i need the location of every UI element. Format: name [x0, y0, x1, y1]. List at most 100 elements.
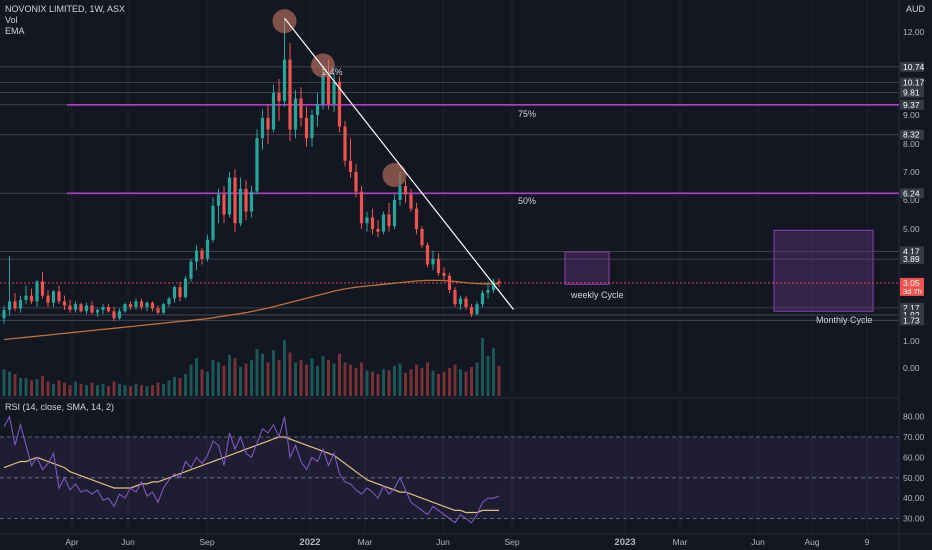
candle-body: [95, 309, 100, 313]
candle-body: [189, 261, 193, 279]
volume-bar: [189, 364, 193, 396]
candle-body: [57, 291, 61, 302]
pivot-marker-0: [272, 9, 297, 34]
volume-bar: [156, 382, 160, 396]
volume-bar: [123, 384, 127, 396]
volume-bar: [41, 375, 44, 396]
candle-body: [134, 301, 138, 307]
candle-body: [40, 281, 45, 296]
candle-body: [128, 304, 133, 307]
rsi-tick: 60.00: [903, 452, 925, 462]
volume-bar: [497, 365, 501, 396]
symbol-title: NOVONIX LIMITED, 1W, ASX: [5, 4, 126, 14]
volume-bar: [255, 349, 259, 396]
volume-bar: [354, 368, 358, 396]
volume-bar: [195, 358, 198, 396]
candle-body: [205, 239, 210, 259]
volume-bar: [162, 383, 165, 396]
candle-body: [480, 292, 485, 305]
candle-body: [150, 302, 155, 309]
candle-body: [156, 308, 160, 313]
volume-bar: [13, 373, 17, 396]
price-tick: 9.00: [903, 110, 920, 120]
candle-body: [112, 311, 116, 319]
candle-body: [167, 298, 171, 305]
volume-bar: [393, 365, 396, 396]
candle-body: [392, 200, 397, 227]
volume-bar: [74, 381, 77, 396]
candle-body: [403, 186, 408, 195]
candle-body: [216, 194, 221, 206]
volume-bar: [151, 384, 154, 396]
candle-body: [370, 217, 375, 229]
price-label: 1.73: [903, 315, 920, 325]
candle-body: [420, 229, 424, 246]
candle-body: [332, 81, 336, 104]
annotations: 2.4% 75% 50% weekly Cycle Monthly Cycle: [322, 67, 873, 325]
candle-body: [398, 186, 402, 200]
trendline-group[interactable]: [272, 9, 514, 310]
candle-body: [62, 301, 67, 306]
volume-bar: [228, 354, 231, 396]
rsi-lines: [3, 414, 500, 524]
candle-body: [161, 304, 166, 313]
rsi-tick: 40.00: [903, 493, 925, 503]
ema-indicator-label[interactable]: EMA: [5, 26, 25, 36]
rsi-tick: 50.00: [903, 473, 925, 483]
candle-body: [238, 188, 243, 224]
volume-bar: [145, 386, 149, 396]
price-tick: 6.00: [903, 195, 920, 205]
volume-bar: [464, 371, 468, 396]
volume-bar: [316, 365, 319, 396]
volume-bar: [283, 340, 286, 396]
volume-indicator-label[interactable]: Vol: [5, 15, 18, 25]
candle-body: [453, 290, 457, 305]
volume-bar: [382, 369, 385, 396]
volume-bar: [277, 360, 281, 396]
volume-bar: [118, 383, 121, 396]
fib-partial-label: 2.4%: [322, 67, 343, 77]
volume-bar: [299, 360, 303, 396]
volume-bar: [134, 383, 138, 396]
price-tick: 8.00: [903, 139, 920, 149]
price-label: 4.17: [903, 246, 920, 256]
volume-bar: [492, 347, 495, 396]
price-label-bg: [900, 77, 924, 88]
time-axis[interactable]: Apr Jun Sep 2022 Mar Jun Sep 2023 Mar Jun Aug 9: [65, 537, 869, 548]
candle-body: [84, 305, 89, 312]
candle-body: [211, 205, 215, 240]
time-tick: 2023: [614, 537, 635, 548]
volume-bar: [288, 352, 292, 396]
volume-bar: [173, 376, 176, 396]
candle-body: [13, 301, 17, 309]
volume-bar: [294, 362, 297, 396]
candle-body: [321, 76, 325, 104]
candle-body: [101, 307, 105, 310]
candlesticks: [2, 18, 501, 324]
rsi-indicator-label[interactable]: RSI (14, close, SMA, 14, 2): [5, 402, 115, 412]
rsi-tick: 80.00: [903, 412, 925, 422]
volume-bar: [420, 368, 424, 396]
price-label: 9.37: [903, 100, 920, 110]
candle-body: [304, 117, 309, 139]
candle-body: [409, 194, 413, 209]
volume-bar: [35, 379, 39, 396]
price-label: 8.32: [903, 130, 920, 140]
volume-bar: [112, 381, 116, 396]
price-label: 6.24: [903, 188, 920, 198]
volume-bar: [57, 380, 61, 396]
horizontal-levels[interactable]: [0, 66, 899, 321]
volume-bar: [387, 370, 391, 396]
cycle-boxes[interactable]: [564, 229, 874, 312]
candle-body: [29, 295, 34, 302]
volume-bar: [261, 353, 264, 396]
price-axis[interactable]: 12.009.008.007.006.005.004.001.000.0010.…: [900, 27, 925, 524]
time-tick: Jun: [436, 537, 450, 547]
price-label: 3.89: [903, 254, 920, 264]
candle-body: [497, 281, 501, 283]
volume-bar: [310, 358, 314, 396]
candle-body: [337, 81, 342, 127]
candle-body: [73, 304, 78, 310]
